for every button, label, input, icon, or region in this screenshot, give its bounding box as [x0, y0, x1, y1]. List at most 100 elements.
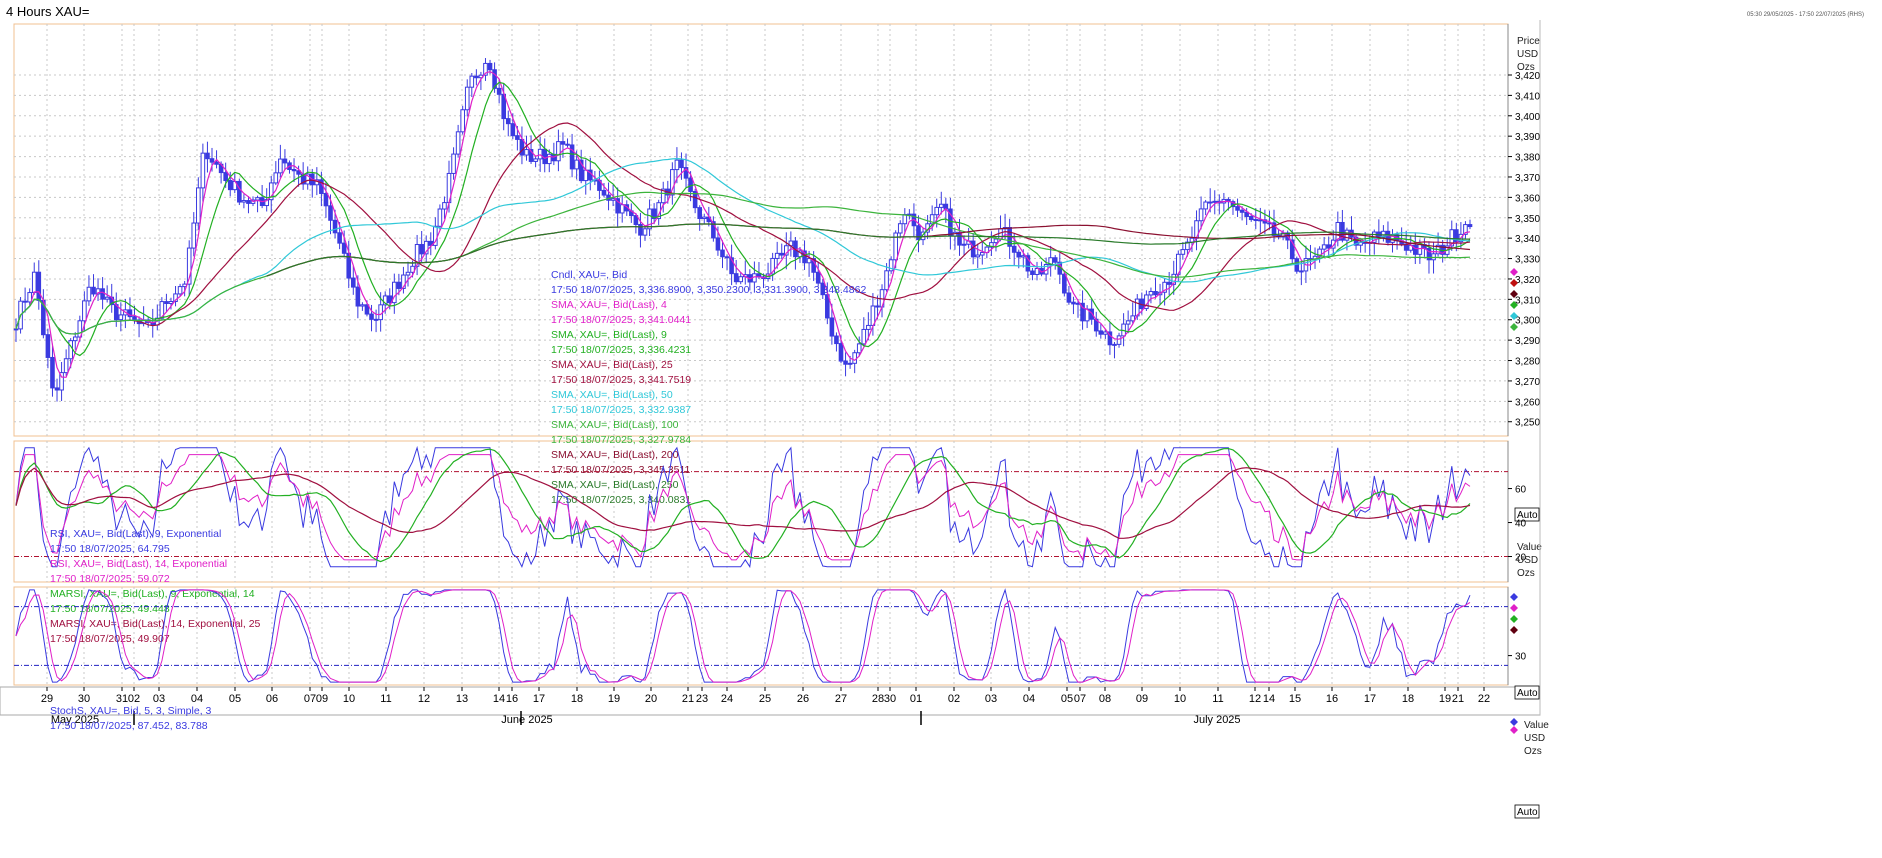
candle-body [1299, 270, 1304, 273]
candle-body [647, 208, 652, 230]
candle-body [423, 240, 429, 255]
candle-body [975, 254, 981, 258]
candle-body [1248, 215, 1254, 221]
candle-body [1203, 201, 1208, 210]
time-range-stamp: 05:30 29/05/2025 - 17:50 22/07/2025 (RHS… [1746, 12, 1864, 18]
stoch-axis-header: Ozs [1524, 746, 1542, 757]
candle-body [843, 360, 848, 365]
price-legend-line: SMA, XAU=, Bid(Last), 9 [551, 329, 667, 341]
candle-body [556, 141, 561, 162]
candle-body [369, 313, 374, 320]
candle-body [1431, 253, 1436, 261]
rsi-legend-line: RSI, XAU=, Bid(Last), 14, Exponential [50, 558, 227, 570]
stoch-tick-label: 30 [1515, 652, 1527, 663]
rsi-auto-box [1514, 685, 1540, 700]
candle-body [542, 148, 548, 165]
candle-body [50, 356, 55, 389]
candle-body [173, 293, 178, 303]
candle-body [546, 153, 552, 165]
candle-body [1153, 290, 1158, 296]
price-tick-label: 3,330 [1515, 255, 1540, 266]
rsi-marker [1510, 604, 1518, 612]
candle-body [820, 282, 826, 296]
candle-body [492, 69, 497, 89]
candle-body [1335, 221, 1341, 241]
x-tick-label: 26 [797, 693, 809, 705]
x-tick-label: 11 [380, 693, 391, 705]
x-tick-label: 07 [304, 693, 316, 705]
x-tick-label: 14 [493, 693, 505, 705]
candle-body [22, 300, 28, 303]
rsi-legend-line: 17:50 18/07/2025, 49.907 [50, 633, 170, 645]
sma-25-line [15, 122, 1471, 335]
candle-body [177, 286, 183, 295]
x-tick-label: 19 [608, 693, 620, 705]
candle-body [1381, 230, 1386, 238]
candle-body [1034, 267, 1040, 275]
rsi-axis-header: USD [1517, 555, 1538, 566]
candle-body [852, 352, 857, 364]
candle-body [72, 336, 78, 342]
candle-body [929, 214, 935, 225]
candle-body [387, 295, 393, 304]
price-legend-line: SMA, XAU=, Bid(Last), 50 [551, 389, 673, 401]
x-tick-label: 15 [1289, 693, 1301, 705]
price-marker [1510, 279, 1518, 287]
candle-body [91, 286, 96, 295]
rsi-marker [1510, 615, 1518, 623]
candle-body [86, 286, 92, 302]
candle-body [168, 301, 174, 304]
x-tick-label: 12 [1249, 693, 1261, 705]
candle-body [63, 358, 69, 374]
candle-body [127, 309, 133, 318]
rsi-legend-line: 17:50 18/07/2025, 49.448 [50, 603, 170, 615]
x-tick-label: 11 [1212, 693, 1223, 705]
x-tick-label: 01 [910, 693, 922, 705]
stoch-auto-label: Auto [1517, 807, 1538, 818]
rsi-marker [1510, 626, 1518, 634]
candle-body [615, 198, 620, 214]
marsi-9-line [15, 447, 1471, 563]
x-tick-label: 07 [1074, 693, 1086, 705]
candle-body [273, 172, 279, 184]
sma-50-line [15, 157, 1471, 335]
candle-body [1130, 315, 1136, 322]
candle-body [1011, 245, 1017, 253]
candle-body [1030, 270, 1035, 275]
x-tick-label: 05 [1061, 693, 1073, 705]
candle-body [1185, 241, 1190, 251]
candle-body [642, 228, 648, 236]
candle-body [720, 249, 725, 258]
candle-body [246, 200, 251, 204]
candle-body [528, 149, 534, 162]
candle-body [1244, 211, 1249, 217]
candle-body [428, 240, 434, 246]
x-tick-label: 30 [78, 693, 90, 705]
x-tick-label: 25 [759, 693, 771, 705]
candle-body [36, 271, 42, 301]
x-tick-label: 29 [41, 693, 53, 705]
sma-9-line [15, 81, 1471, 357]
candle-body [414, 244, 420, 267]
candle-body [825, 294, 830, 319]
x-tick-label: 17 [1364, 693, 1376, 705]
x-tick-label: 21 [1452, 693, 1464, 705]
price-legend-line: SMA, XAU=, Bid(Last), 4 [551, 299, 667, 311]
stoch-legend-line: StochS, XAU=, Bid, 5, 3, Simple, 3 [50, 705, 212, 717]
price-legend-line: SMA, XAU=, Bid(Last), 200 [551, 449, 679, 461]
price-marker [1510, 301, 1518, 309]
sma-250-line [266, 223, 1470, 277]
x-tick-label: 21 [682, 693, 694, 705]
x-tick-label: 12 [418, 693, 430, 705]
x-tick-label: 09 [1136, 693, 1148, 705]
candle-body [392, 281, 397, 304]
candle-body [442, 202, 447, 210]
price-tick-label: 3,350 [1515, 214, 1540, 225]
candle-body [902, 214, 908, 225]
price-legend-line: 17:50 18/07/2025, 3,336.4231 [551, 344, 691, 356]
price-tick-label: 3,410 [1515, 91, 1540, 102]
x-tick-label: 09 [316, 693, 328, 705]
x-tick-label: 24 [721, 693, 733, 705]
candle-body [578, 159, 584, 182]
price-marker [1510, 268, 1518, 276]
